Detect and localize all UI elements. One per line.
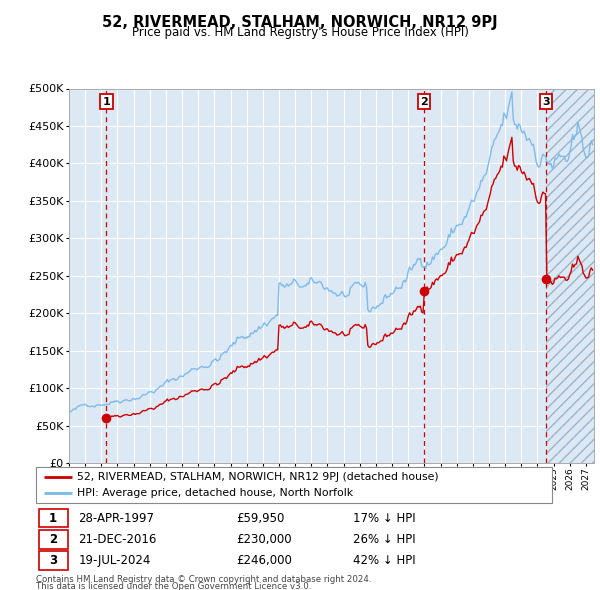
Text: 1: 1 xyxy=(103,97,110,107)
Text: 19-JUL-2024: 19-JUL-2024 xyxy=(78,554,151,567)
Bar xyxy=(546,88,594,463)
Text: This data is licensed under the Open Government Licence v3.0.: This data is licensed under the Open Gov… xyxy=(36,582,311,590)
Text: 2: 2 xyxy=(49,533,57,546)
Bar xyxy=(38,509,68,527)
Text: HPI: Average price, detached house, North Norfolk: HPI: Average price, detached house, Nort… xyxy=(77,488,353,498)
Text: £59,950: £59,950 xyxy=(236,512,285,525)
Text: £230,000: £230,000 xyxy=(236,533,292,546)
Text: 2: 2 xyxy=(420,97,428,107)
Bar xyxy=(38,530,68,549)
Text: Contains HM Land Registry data © Crown copyright and database right 2024.: Contains HM Land Registry data © Crown c… xyxy=(36,575,371,584)
Text: Price paid vs. HM Land Registry's House Price Index (HPI): Price paid vs. HM Land Registry's House … xyxy=(131,26,469,39)
Text: 26% ↓ HPI: 26% ↓ HPI xyxy=(353,533,415,546)
Text: 21-DEC-2016: 21-DEC-2016 xyxy=(78,533,157,546)
Text: £246,000: £246,000 xyxy=(236,554,293,567)
Text: 3: 3 xyxy=(49,554,57,567)
Text: 42% ↓ HPI: 42% ↓ HPI xyxy=(353,554,415,567)
Text: 17% ↓ HPI: 17% ↓ HPI xyxy=(353,512,415,525)
Text: 1: 1 xyxy=(49,512,57,525)
Text: 52, RIVERMEAD, STALHAM, NORWICH, NR12 9PJ (detached house): 52, RIVERMEAD, STALHAM, NORWICH, NR12 9P… xyxy=(77,472,439,482)
Text: 3: 3 xyxy=(542,97,550,107)
Bar xyxy=(38,551,68,570)
Text: 28-APR-1997: 28-APR-1997 xyxy=(78,512,154,525)
Text: 52, RIVERMEAD, STALHAM, NORWICH, NR12 9PJ: 52, RIVERMEAD, STALHAM, NORWICH, NR12 9P… xyxy=(102,15,498,30)
